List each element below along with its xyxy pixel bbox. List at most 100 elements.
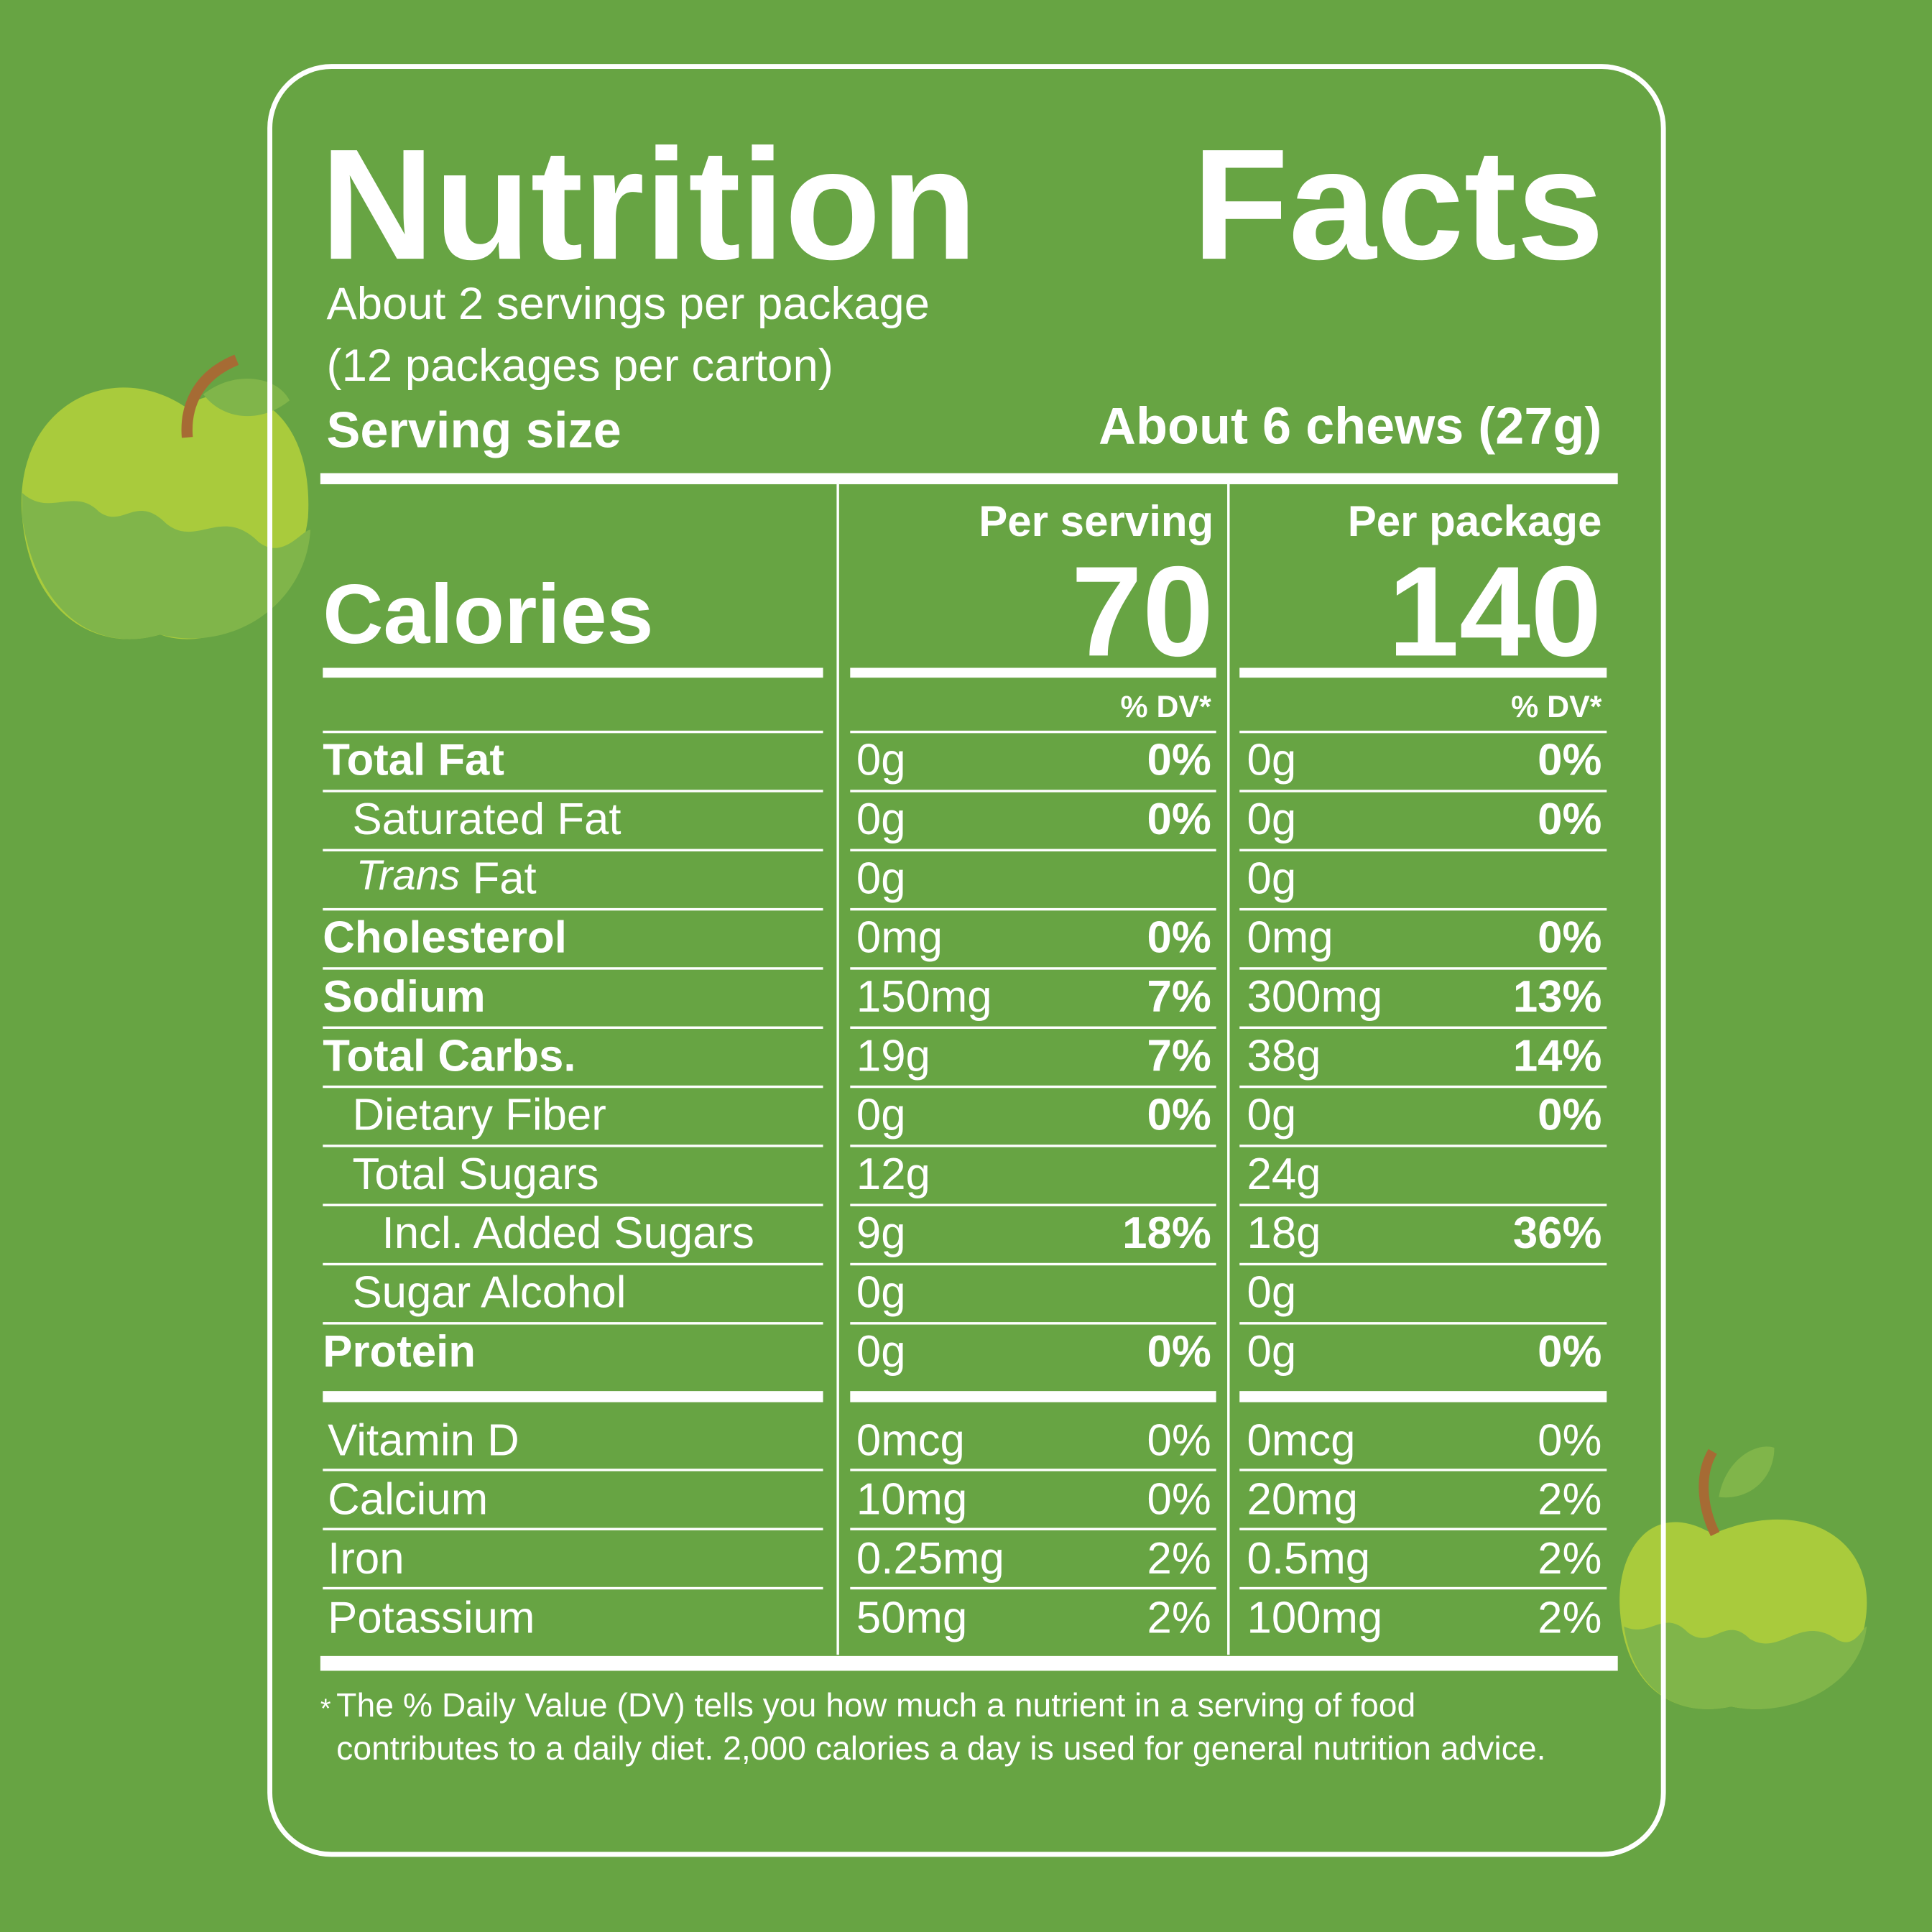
- amount: 0g: [1247, 734, 1297, 785]
- row-rule: [1239, 730, 1607, 733]
- daily-value: 0%: [1538, 734, 1602, 785]
- nutrient-name-italic: Trans: [356, 852, 461, 900]
- row-rule: [850, 1527, 1216, 1530]
- daily-value: 2%: [1147, 1533, 1211, 1584]
- vitamin-name: Potassium: [328, 1591, 535, 1642]
- nutrient-name: Total Carbs.: [323, 1030, 576, 1081]
- packages-text: (12 packages per carton): [326, 340, 833, 391]
- row-rule: [1239, 790, 1607, 792]
- amount: 38g: [1247, 1030, 1321, 1081]
- thick-rule: [1239, 667, 1607, 678]
- daily-value: 0%: [1147, 734, 1211, 785]
- amount: 0g: [856, 1266, 906, 1318]
- serving-size: About 6 chews (27g): [1099, 397, 1602, 455]
- daily-value: 18%: [1122, 1207, 1211, 1258]
- amount: 0g: [856, 793, 906, 844]
- label-border: [267, 64, 1666, 1857]
- row-rule: [323, 1085, 823, 1088]
- footnote-line: The % Daily Value (DV) tells you how muc…: [336, 1686, 1416, 1724]
- amount: 0mg: [1247, 912, 1334, 963]
- amount: 0g: [856, 1326, 906, 1377]
- vitamin-name: Vitamin D: [328, 1414, 519, 1466]
- column-divider: [1227, 484, 1230, 1655]
- daily-value: 2%: [1538, 1591, 1602, 1642]
- amount: 0mcg: [856, 1414, 965, 1466]
- row-rule: [1239, 1145, 1607, 1147]
- amount: 0.5mg: [1247, 1533, 1371, 1584]
- amount: 24g: [1247, 1148, 1321, 1199]
- row-rule: [850, 1262, 1216, 1265]
- daily-value: 2%: [1538, 1533, 1602, 1584]
- amount: 0g: [856, 852, 906, 904]
- vitamin-name: Calcium: [328, 1474, 489, 1525]
- row-rule: [1239, 1527, 1607, 1530]
- row-rule: [323, 1527, 823, 1530]
- row-rule: [1239, 849, 1607, 851]
- row-rule: [850, 1203, 1216, 1206]
- amount: 9g: [856, 1207, 906, 1258]
- thick-rule: [323, 667, 823, 678]
- daily-value: 0%: [1147, 1089, 1211, 1140]
- row-rule: [323, 907, 823, 910]
- amount: 18g: [1247, 1207, 1321, 1258]
- vitamin-name: Iron: [328, 1533, 405, 1584]
- daily-value: 0%: [1538, 912, 1602, 963]
- row-rule: [323, 849, 823, 851]
- daily-value: 0%: [1147, 912, 1211, 963]
- nutrient-name: Protein: [323, 1326, 476, 1377]
- row-rule: [323, 1145, 823, 1147]
- nutrient-name: Incl. Added Sugars: [382, 1207, 754, 1258]
- daily-value: 0%: [1147, 1414, 1211, 1466]
- title: Nutrition Facts: [320, 116, 1604, 294]
- row-rule: [323, 1026, 823, 1029]
- amount: 0g: [1247, 793, 1297, 844]
- nutrient-name: Total Fat: [323, 734, 504, 785]
- nutrient-name: Sodium: [323, 971, 486, 1022]
- row-rule: [1239, 1262, 1607, 1265]
- amount: 300mg: [1247, 971, 1383, 1022]
- row-rule: [1239, 1203, 1607, 1206]
- amount: 19g: [856, 1030, 930, 1081]
- amount: 0g: [1247, 852, 1297, 904]
- row-rule: [850, 967, 1216, 969]
- nutrient-name: Dietary Fiber: [352, 1089, 606, 1140]
- row-rule: [850, 1586, 1216, 1589]
- row-rule: [850, 1322, 1216, 1324]
- amount: 50mg: [856, 1591, 968, 1642]
- daily-value: 0%: [1538, 1414, 1602, 1466]
- thick-rule: [323, 1391, 823, 1402]
- row-rule: [323, 967, 823, 969]
- column-divider: [836, 484, 839, 1655]
- amount: 100mg: [1247, 1591, 1383, 1642]
- amount: 10mg: [856, 1474, 968, 1525]
- calories-label: Calories: [323, 568, 654, 662]
- daily-value: 2%: [1147, 1591, 1211, 1642]
- daily-value: 2%: [1538, 1474, 1602, 1525]
- amount: 150mg: [856, 971, 992, 1022]
- row-rule: [323, 1322, 823, 1324]
- daily-value: 14%: [1512, 1030, 1602, 1081]
- dv-header: % DV*: [1511, 690, 1602, 725]
- daily-value: 36%: [1512, 1207, 1602, 1258]
- servings-text: About 2 servings per package: [326, 278, 930, 329]
- daily-value: 0%: [1538, 1089, 1602, 1140]
- row-rule: [850, 1026, 1216, 1029]
- nutrient-name: Saturated Fat: [352, 793, 621, 844]
- amount: 0g: [1247, 1089, 1297, 1140]
- daily-value: 0%: [1538, 1326, 1602, 1377]
- amount: 12g: [856, 1148, 930, 1199]
- amount: 20mg: [1247, 1474, 1358, 1525]
- daily-value: 0%: [1147, 793, 1211, 844]
- row-rule: [850, 790, 1216, 792]
- row-rule: [1239, 907, 1607, 910]
- nutrient-name: Fat: [472, 852, 537, 904]
- thick-rule: [1239, 1391, 1607, 1402]
- row-rule: [323, 1586, 823, 1589]
- thick-rule: [850, 1391, 1216, 1402]
- footnote-marker: *: [320, 1693, 331, 1724]
- nutrient-name: Cholesterol: [323, 912, 567, 963]
- row-rule: [1239, 1469, 1607, 1471]
- calories-value: 140: [1387, 540, 1602, 684]
- nutrient-name: Total Sugars: [352, 1148, 599, 1199]
